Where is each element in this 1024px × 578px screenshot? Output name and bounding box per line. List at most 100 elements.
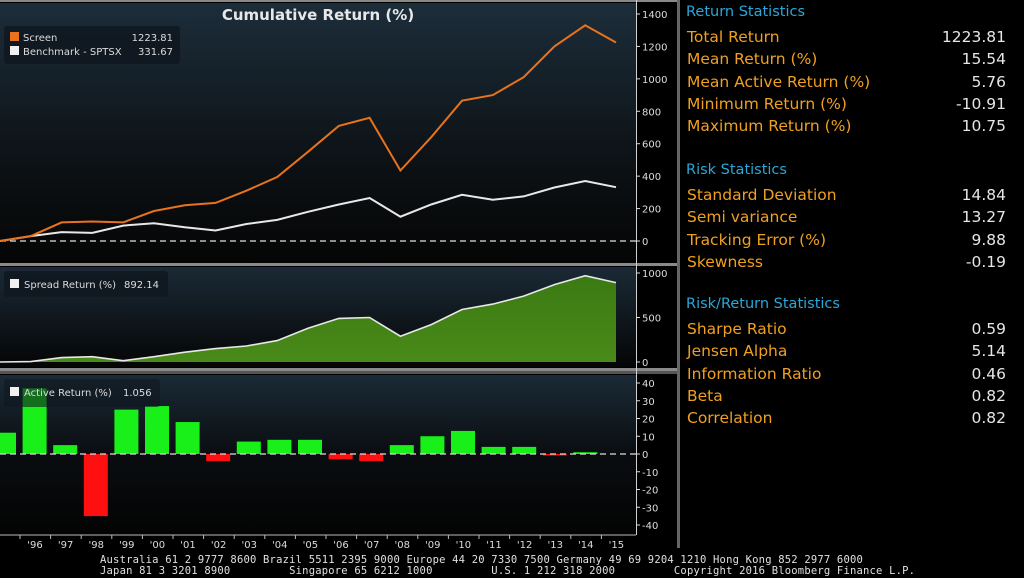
stat-label: Mean Active Return (%) [687, 72, 871, 91]
x-tick-label: '04 [272, 540, 287, 551]
x-tick-label: '06 [333, 540, 348, 551]
x-tick-label: '00 [150, 540, 165, 551]
y-tick-label: -40 [642, 521, 658, 532]
x-tick-label: '10 [456, 540, 471, 551]
stat-label: Tracking Error (%) [687, 230, 826, 249]
active-legend[interactable]: Active Return (%) 1.056 [4, 379, 160, 407]
legend-benchmark-value: 331.67 [138, 47, 173, 58]
legend-spread-name: Spread Return (%) [24, 280, 116, 291]
spread-legend[interactable]: Spread Return (%) 892.14 [4, 271, 168, 297]
stat-label: Semi variance [687, 208, 798, 227]
active-bar-'98 [83, 454, 108, 517]
x-tick-label: '09 [425, 540, 440, 551]
divider-2[interactable] [0, 368, 680, 371]
x-tick-label: '05 [303, 540, 318, 551]
active-bar-'07 [359, 454, 384, 462]
spread-area [0, 275, 616, 362]
section-title: Risk/Return Statistics [686, 296, 840, 312]
x-tick-label: '13 [547, 540, 562, 551]
active-bar-'14 [573, 452, 598, 454]
active-bar-'00 [145, 406, 169, 454]
y-tick-label: 400 [642, 172, 661, 183]
x-tick-label: '07 [364, 540, 379, 551]
active-bar-'02 [206, 454, 231, 462]
active-bar-'99 [114, 409, 139, 454]
active-swatch [10, 387, 19, 396]
y-tick-label: 600 [642, 140, 661, 151]
legend-spread-value: 892.14 [124, 280, 159, 291]
stat-value: 5.14 [971, 342, 1006, 361]
stat-row[interactable]: Mean Return (%) 15.54 [687, 50, 1006, 70]
stat-row[interactable]: Tracking Error (%) 9.88 [687, 231, 1006, 251]
active-plot [0, 388, 636, 517]
x-tick-label: '11 [486, 540, 501, 551]
active-bar-'10 [451, 430, 475, 454]
y-tick-label: -10 [642, 468, 658, 479]
y-tick-label: 40 [642, 379, 655, 390]
stat-value: 9.88 [971, 230, 1006, 249]
stat-label: Beta [687, 386, 723, 405]
cumulative-legend[interactable]: Screen 1223.81 Benchmark - SPTSX 331.67 [4, 26, 180, 64]
active-bar-'01 [175, 422, 200, 454]
benchmark-swatch [10, 46, 19, 55]
divider-1[interactable] [0, 263, 680, 266]
stat-row[interactable]: Correlation 0.82 [687, 409, 1006, 429]
active-bar-'13 [542, 454, 567, 456]
stat-label: Mean Return (%) [687, 50, 818, 69]
stat-value: -0.19 [965, 252, 1006, 271]
stat-row[interactable]: Total Return 1223.81 [687, 28, 1006, 48]
footer: Australia 61 2 9777 8600 Brazil 5511 239… [100, 555, 915, 577]
stat-value: 0.82 [971, 409, 1006, 428]
screen-swatch [10, 32, 19, 41]
stat-label: Maximum Return (%) [687, 117, 852, 136]
stat-row[interactable]: Information Ratio 0.46 [687, 365, 1006, 385]
stat-row[interactable]: Mean Active Return (%) 5.76 [687, 73, 1006, 93]
y-tick-label: -30 [642, 503, 658, 514]
active-bar-'04 [267, 439, 292, 454]
x-tick-label: '14 [578, 540, 593, 551]
y-tick-label: 1400 [642, 10, 667, 21]
stat-row[interactable]: Standard Deviation 14.84 [687, 186, 1006, 206]
active-bar-'09 [420, 436, 445, 454]
stat-value: 1223.81 [941, 28, 1006, 46]
divider-2b [0, 371, 680, 374]
y-tick-label: 10 [642, 432, 655, 443]
active-bar-'05 [298, 439, 322, 454]
stat-label: Sharpe Ratio [687, 320, 787, 338]
x-tick-label: '15 [609, 540, 624, 551]
x-tick-label: '03 [241, 540, 256, 551]
active-bar-'03 [236, 441, 261, 454]
y-tick-label: 1000 [642, 269, 667, 280]
y-tick-label: 800 [642, 107, 661, 118]
stat-value: 0.59 [971, 320, 1006, 338]
stat-row[interactable]: Maximum Return (%) 10.75 [687, 117, 1006, 137]
y-tick-label: 20 [642, 415, 655, 426]
statistics-panel: Return Statistics Total Return 1223.81 Mean… [680, 0, 1024, 440]
stat-row[interactable]: Sharpe Ratio 0.59 [687, 320, 1006, 340]
stat-row[interactable]: Semi variance 13.27 [687, 208, 1006, 228]
charts-area: Cumulative Return (%) 140012001000800600… [0, 0, 680, 551]
stat-row[interactable]: Beta 0.82 [687, 387, 1006, 407]
spread-plot [0, 274, 617, 363]
legend-active-name: Active Return (%) [24, 388, 112, 399]
panel-separator[interactable] [677, 0, 680, 548]
legend-active-value: 1.056 [123, 388, 152, 399]
stat-label: Skewness [687, 252, 763, 271]
stat-label: Total Return [687, 28, 780, 46]
stat-label: Standard Deviation [687, 186, 837, 204]
stat-row[interactable]: Jensen Alpha 5.14 [687, 342, 1006, 362]
x-tick-label: '12 [517, 540, 532, 551]
y-axis-line [636, 0, 637, 535]
active-bar-'08 [389, 445, 414, 454]
stat-label: Information Ratio [687, 364, 822, 383]
stat-value: 15.54 [961, 50, 1006, 69]
active-bar-'06 [328, 454, 353, 460]
stat-row[interactable]: Minimum Return (%) -10.91 [687, 95, 1006, 115]
stat-row[interactable]: Skewness -0.19 [687, 253, 1006, 273]
legend-screen-name: Screen [23, 33, 57, 44]
active-bar-'12 [512, 446, 537, 454]
x-tick-label: '01 [180, 540, 195, 551]
y-tick-label: 1000 [642, 75, 667, 86]
legend-benchmark-name: Benchmark - SPTSX [23, 47, 122, 58]
y-tick-label: 0 [642, 450, 648, 461]
